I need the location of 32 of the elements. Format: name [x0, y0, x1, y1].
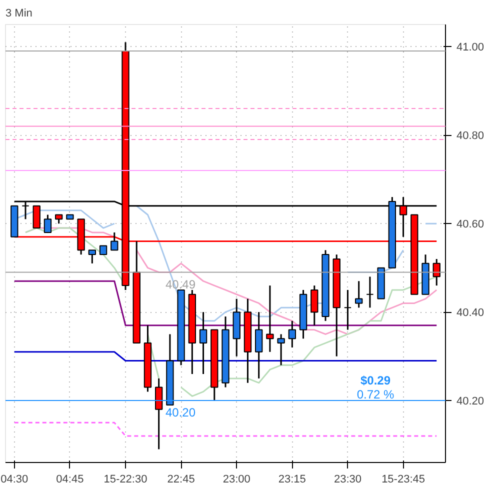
- x-tick-label: 22:45: [167, 474, 195, 486]
- y-tick-label: 40.40: [456, 307, 484, 320]
- x-tick-label: 23:15: [278, 474, 306, 486]
- candlestick: [266, 284, 274, 353]
- candlestick: [355, 280, 363, 308]
- candlestick: [344, 289, 352, 331]
- candlestick: [110, 232, 118, 251]
- candlestick: [255, 311, 263, 380]
- x-tick-label: 15-22:30: [104, 474, 148, 486]
- chart-title: 3 Min: [6, 8, 32, 20]
- x-tick-label: 23:30: [334, 474, 362, 486]
- candlestick: [199, 311, 208, 375]
- y-tick-label: 40.20: [456, 396, 484, 408]
- candlestick: [88, 249, 96, 264]
- x-tick-label: 23:00: [222, 474, 250, 486]
- candlestick: [32, 205, 40, 229]
- candlestick: [155, 378, 163, 450]
- ref-line-label: 40.20: [166, 406, 196, 420]
- candlestick: [432, 258, 440, 286]
- y-tick-label: 40.80: [456, 130, 484, 142]
- candlestick: [310, 284, 318, 326]
- x-tick-label: 04:45: [56, 474, 84, 486]
- candlestick: [44, 214, 52, 234]
- annotation: $0.29: [360, 374, 391, 388]
- x-tick-label: 04:30: [0, 474, 28, 486]
- candlestick: [366, 276, 374, 308]
- candlestick: [288, 320, 296, 348]
- y-tick-label: 41.00: [456, 42, 484, 54]
- annotation: 0.72 %: [356, 388, 395, 402]
- candlestick: [277, 333, 285, 366]
- x-tick-label: 15-23:45: [382, 474, 426, 486]
- y-tick-label: 40.60: [456, 218, 484, 231]
